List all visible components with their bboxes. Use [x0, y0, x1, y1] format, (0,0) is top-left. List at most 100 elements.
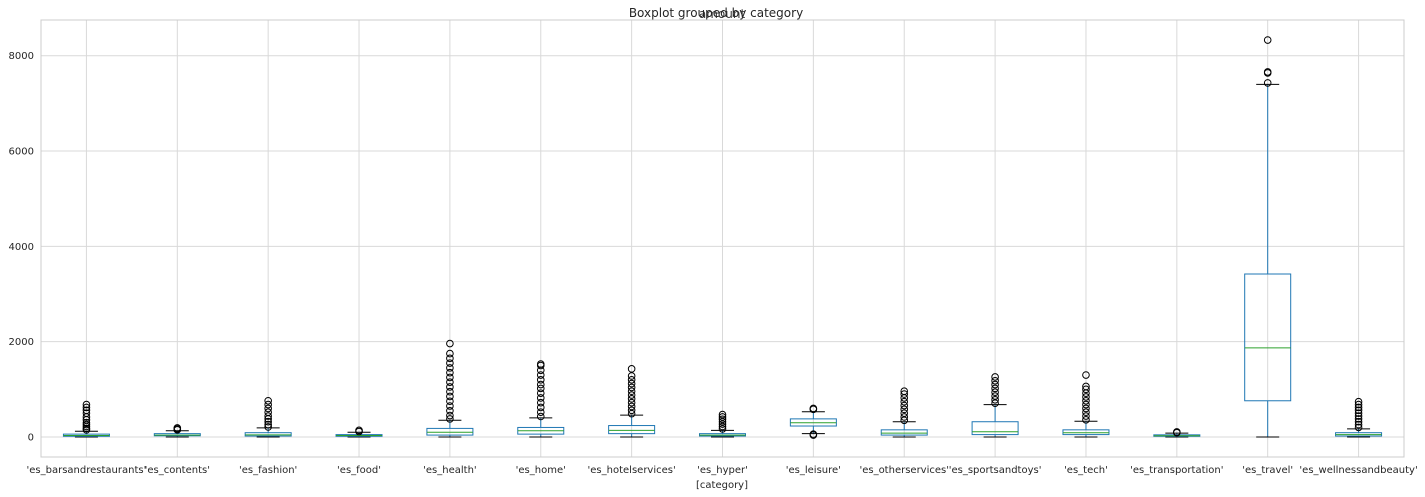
chart-title: Boxplot grouped by category — [629, 6, 803, 20]
y-tick-label: 2000 — [9, 337, 34, 348]
box-group — [426, 339, 474, 438]
flier-point — [264, 420, 272, 429]
x-tick-label: 'es_food' — [337, 465, 381, 476]
flier-point — [627, 375, 636, 384]
flier-point — [264, 396, 272, 405]
flier-point — [627, 379, 636, 388]
box-group — [1244, 36, 1292, 438]
box-group — [1153, 428, 1201, 438]
flier-point — [1354, 409, 1363, 417]
box-group — [880, 387, 928, 438]
flier-point — [718, 425, 727, 433]
flier-point — [82, 403, 91, 412]
flier-point — [173, 424, 182, 432]
box-group — [608, 365, 656, 438]
flier-point — [718, 413, 727, 421]
flier-point — [82, 420, 91, 429]
flier-point — [627, 402, 636, 411]
x-tick-label: 'es_health' — [423, 465, 477, 476]
flier-point — [627, 406, 636, 415]
flier-point — [900, 390, 909, 398]
flier-point — [1354, 423, 1363, 432]
flier-point — [264, 404, 272, 413]
flier-point — [1173, 428, 1181, 436]
flier-point — [900, 416, 909, 425]
flier-point — [991, 373, 999, 381]
flier-point — [627, 383, 636, 392]
flier-point — [446, 354, 454, 363]
y-tick-label: 4000 — [9, 242, 34, 253]
x-tick-label: 'es_otherservices' — [859, 465, 949, 476]
box-iqr — [971, 421, 1019, 436]
flier-point — [264, 423, 272, 431]
flier-point — [627, 395, 636, 403]
y-tick-label: 8000 — [9, 51, 34, 62]
flier-point — [1082, 400, 1090, 409]
flier-point — [536, 389, 545, 397]
flier-point — [82, 406, 91, 415]
flier-point — [900, 397, 909, 406]
flier-point — [1354, 417, 1363, 426]
flier-point — [355, 426, 363, 435]
flier-point — [991, 392, 999, 400]
flier-point — [809, 430, 818, 438]
box-iqr — [880, 429, 928, 436]
flier-point — [536, 371, 545, 379]
flier-point — [627, 398, 636, 407]
flier-point — [536, 360, 545, 368]
flier-point — [1082, 396, 1090, 405]
flier-point — [446, 402, 454, 410]
flier-point — [264, 412, 272, 420]
flier-point — [264, 400, 272, 409]
flier-point — [900, 387, 909, 396]
flier-point — [627, 365, 636, 373]
flier-point — [446, 411, 454, 420]
x-tick-label: 'es_tech' — [1064, 465, 1108, 476]
x-tick-label: 'es_barsandrestaurants' — [27, 465, 147, 476]
flier-point — [82, 418, 91, 427]
flier-point — [1082, 385, 1090, 394]
flier-point — [536, 408, 545, 417]
flier-point — [1263, 79, 1272, 87]
box-group — [62, 400, 110, 438]
box-iqr — [608, 425, 656, 435]
box-series — [62, 36, 1383, 439]
x-tick-label: 'es_transportation' — [1130, 465, 1223, 476]
x-tick-label: 'es_fashion' — [239, 465, 297, 476]
flier-point — [1354, 412, 1363, 420]
box-group — [789, 404, 837, 439]
box-group — [971, 373, 1019, 438]
flier-point — [809, 404, 818, 413]
x-tick-label: 'es_home' — [516, 465, 566, 476]
flier-point — [446, 359, 454, 367]
flier-point — [446, 368, 454, 377]
flier-point — [82, 424, 91, 433]
flier-point — [991, 399, 999, 407]
flier-point — [718, 420, 727, 428]
flier-point — [627, 391, 636, 399]
x-tick-labels: 'es_barsandrestaurants''es_contents' 'es_… — [27, 465, 1418, 476]
x-tick-label: 'es_hyper' — [697, 465, 748, 476]
box-group — [153, 424, 201, 438]
box-group — [244, 396, 292, 438]
flier-point — [82, 400, 91, 409]
flier-point — [1082, 393, 1090, 401]
flier-point — [1263, 36, 1272, 44]
flier-point — [627, 387, 636, 396]
flier-point — [900, 409, 909, 417]
flier-point — [1354, 403, 1363, 412]
flier-point — [1082, 371, 1090, 379]
flier-point — [991, 388, 999, 396]
flier-point — [446, 383, 454, 391]
flier-point — [627, 409, 636, 418]
x-tick-label: 'es_travel' — [1242, 465, 1293, 476]
flier-point — [718, 410, 727, 419]
grid-lines — [41, 20, 1404, 457]
flier-point — [536, 380, 545, 389]
y-tick-labels: 0 2000 4000 6000 8000 — [9, 51, 34, 443]
flier-point — [718, 417, 727, 426]
flier-point — [718, 415, 727, 424]
y-tick-label: 0 — [28, 432, 34, 443]
flier-point — [1354, 420, 1363, 429]
